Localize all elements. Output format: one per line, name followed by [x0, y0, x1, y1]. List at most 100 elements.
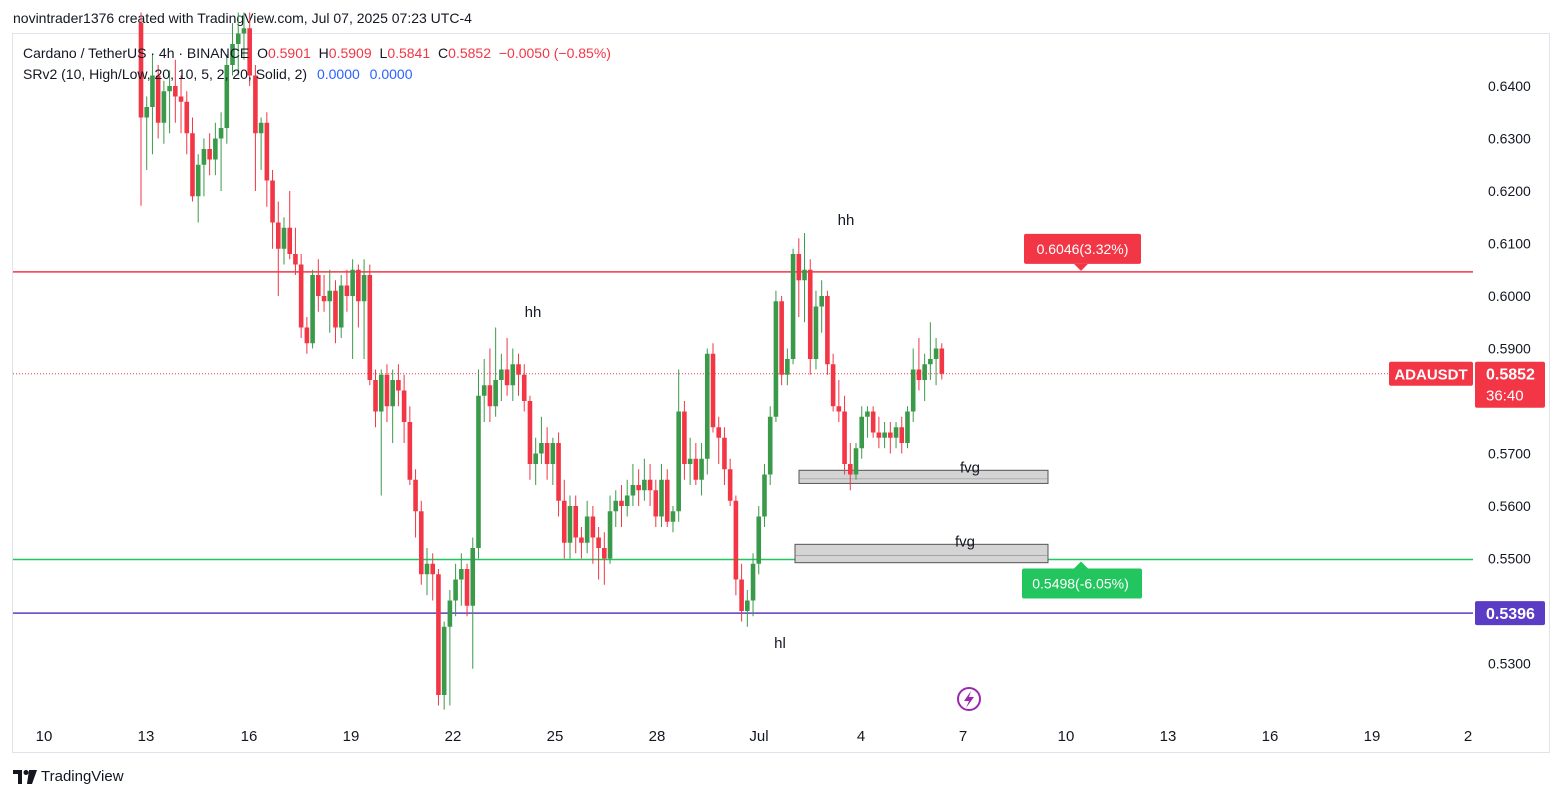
indicator-value-1: 0.0000 — [316, 66, 360, 82]
candle — [533, 437, 538, 485]
candle-body — [750, 563, 756, 601]
tradingview-logo-icon — [13, 769, 37, 784]
candle-body — [499, 369, 504, 380]
candle — [150, 54, 155, 155]
candle — [682, 401, 687, 480]
candle-body — [173, 86, 178, 97]
candle-body — [298, 264, 304, 328]
candle — [516, 353, 521, 396]
candle-body — [373, 380, 378, 412]
candle-body — [745, 600, 750, 611]
close-label: C — [438, 45, 449, 61]
candle-body — [888, 432, 893, 438]
time-tick: 13 — [138, 728, 155, 745]
symbol-tag-text: ADAUSDT — [1394, 367, 1467, 384]
candle — [573, 495, 579, 554]
candle-body — [613, 500, 619, 512]
candle-body — [361, 275, 367, 302]
price-tick: 0.5300 — [1488, 656, 1531, 672]
candle-body — [636, 485, 641, 491]
candle-body — [293, 254, 298, 265]
candle — [207, 133, 212, 176]
chart-frame[interactable] — [12, 33, 1550, 753]
annotation-hh: hh — [525, 304, 542, 321]
price-tick: 0.6300 — [1488, 131, 1531, 147]
candle-body — [899, 427, 905, 443]
time-tick: 28 — [649, 728, 666, 745]
candle-body — [287, 227, 293, 254]
candle — [195, 154, 201, 223]
target-label-box — [1022, 568, 1142, 599]
candle — [710, 343, 716, 433]
candle — [716, 416, 722, 464]
candle-body — [281, 227, 287, 249]
candle — [310, 269, 315, 349]
indicator-legend: SRv2 (10, High/Low, 20, 10, 5, 2, 20, So… — [23, 66, 413, 82]
fvg-zone — [798, 469, 1049, 484]
candle — [190, 117, 195, 202]
candle-body — [584, 516, 590, 543]
candle-body — [241, 28, 247, 34]
price-tick: 0.6000 — [1488, 288, 1531, 304]
candle — [613, 490, 619, 527]
candle-body — [762, 474, 767, 517]
candle — [504, 338, 510, 396]
candle-body — [356, 269, 361, 302]
candle — [842, 395, 847, 475]
candle — [167, 70, 172, 134]
symbol-legend: Cardano / TetherUS · 4h · BINANCE O 0.590… — [23, 45, 611, 61]
candle-body — [190, 133, 195, 197]
candle-body — [476, 395, 481, 548]
candle-body — [178, 96, 184, 102]
tradingview-brand: TradingView — [41, 768, 124, 785]
candle-body — [510, 364, 516, 386]
candle-body — [367, 275, 373, 380]
candle — [430, 553, 436, 601]
symbol-line[interactable]: Cardano / TetherUS · 4h · BINANCE — [23, 45, 250, 61]
candle — [527, 395, 533, 480]
candle — [499, 353, 504, 401]
indicator-name[interactable]: SRv2 (10, High/Low, 20, 10, 5, 2, 20, So… — [23, 66, 308, 82]
target-label-box — [1024, 233, 1141, 264]
candle-body — [893, 427, 899, 438]
candle — [476, 369, 481, 559]
candle — [870, 406, 876, 438]
candle-body — [870, 411, 876, 433]
candle — [756, 506, 762, 575]
candle-body — [676, 411, 681, 512]
candle-body — [602, 548, 607, 559]
candle — [670, 506, 676, 533]
candle — [161, 80, 167, 144]
candle-body — [401, 390, 407, 422]
time-tick: 13 — [1160, 728, 1177, 745]
candle — [584, 500, 590, 554]
candle — [361, 259, 367, 359]
candle — [344, 269, 350, 312]
candle — [493, 327, 498, 417]
fvg-label: fvg — [955, 533, 975, 550]
candle-body — [493, 380, 498, 407]
candle-body — [447, 600, 453, 627]
candle — [888, 422, 893, 454]
tradingview-logo[interactable]: TradingView — [13, 768, 124, 785]
price-tick: 0.5900 — [1488, 341, 1531, 357]
candle-body — [785, 359, 790, 375]
candle-body — [596, 537, 601, 548]
candle — [567, 495, 573, 559]
candle-body — [161, 91, 167, 123]
open-label: O — [257, 45, 268, 61]
high-value: 0.5909 — [328, 45, 372, 61]
candle — [893, 422, 899, 449]
candle-body — [567, 506, 573, 543]
candle — [298, 254, 304, 338]
candle — [596, 527, 601, 580]
candle — [470, 537, 476, 669]
candle — [155, 65, 161, 139]
candle — [173, 59, 178, 123]
candle-body — [270, 180, 275, 223]
candle-body — [350, 269, 355, 296]
candle-body — [653, 490, 659, 517]
lightning-icon[interactable] — [957, 687, 981, 711]
candle — [790, 248, 796, 365]
